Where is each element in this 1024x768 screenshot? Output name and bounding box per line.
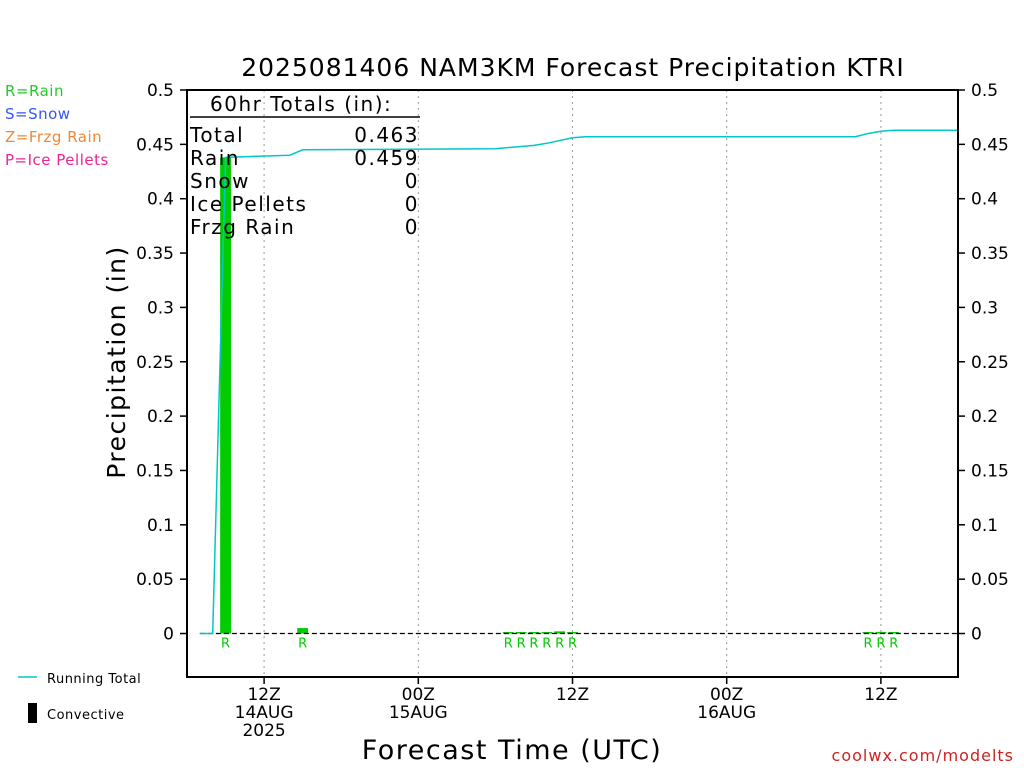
precip-type-label: R — [529, 637, 538, 652]
y-tick-label-right: 0.25 — [971, 353, 1009, 373]
x-tick-label: 16AUG — [697, 703, 756, 723]
precip-type-label: R — [889, 637, 898, 652]
y-tick-label-right: 0.35 — [971, 244, 1009, 264]
totals-row-value: 0 — [405, 215, 419, 239]
convective-legend-label: Convective — [47, 708, 125, 723]
totals-heading: 60hr Totals (in): — [210, 92, 392, 116]
y-tick-label-right: 0.1 — [971, 516, 998, 536]
precip-type-legend-item: S=Snow — [5, 105, 71, 123]
totals-row-label: Ice Pellets — [190, 192, 307, 216]
totals-row-value: 0 — [405, 192, 419, 216]
chart-legend: Running Total Convective — [18, 672, 141, 723]
y-tick-label-right: 0.05 — [971, 570, 1009, 590]
precip-type-label: R — [555, 637, 564, 652]
y-tick-label-left: 0.2 — [147, 407, 174, 427]
chart-title: 2025081406 NAM3KM Forecast Precipitation… — [241, 53, 905, 82]
precip-type-label: R — [298, 637, 307, 652]
y-tick-label-right: 0.5 — [971, 81, 998, 101]
totals-row-value: 0 — [405, 169, 419, 193]
y-tick-label-left: 0.15 — [136, 461, 174, 481]
x-tick-label: 2025 — [242, 721, 285, 741]
x-axis-label: Forecast Time (UTC) — [362, 735, 663, 766]
y-tick-label-right: 0.4 — [971, 190, 998, 210]
y-tick-label-right: 0 — [971, 625, 982, 645]
y-tick-label-left: 0.35 — [136, 244, 174, 264]
y-tick-label-right: 0.2 — [971, 407, 998, 427]
x-tick-label: 15AUG — [389, 703, 448, 723]
precip-bars — [220, 157, 900, 634]
y-axis-left: 0 0.05 0.1 0.15 0.2 0.25 0.3 0.35 0.4 0.45 0.5 — [136, 81, 187, 645]
precip-type-label: R — [504, 637, 513, 652]
totals-row-label: Rain — [190, 146, 240, 170]
y-tick-label-left: 0.3 — [147, 298, 174, 318]
running-total-line — [199, 129, 958, 635]
x-tick-label: 12Z — [247, 685, 280, 705]
precip-bar-hour-9 — [220, 157, 231, 634]
y-tick-label-left: 0.1 — [147, 516, 174, 536]
precip-bar-hour-59 — [862, 632, 874, 634]
totals-row-label: Total — [189, 123, 244, 147]
precip-type-legend: R=Rain S=Snow Z=Frzg Rain P=Ice Pellets — [5, 82, 109, 169]
precip-type-label: R — [221, 637, 230, 652]
x-tick-label: 12Z — [864, 685, 897, 705]
totals-row-value: 0.459 — [354, 146, 419, 170]
precip-type-label: R — [864, 637, 873, 652]
totals-row-label: Snow — [190, 169, 250, 193]
precip-type-label: R — [568, 637, 577, 652]
precip-bar-hour-34 — [541, 632, 553, 634]
y-tick-label-left: 0.5 — [147, 81, 174, 101]
totals-row-label: Frzg Rain — [190, 215, 295, 239]
precip-type-legend-item: R=Rain — [5, 82, 64, 100]
y-tick-label-left: 0.05 — [136, 570, 174, 590]
precip-bar-hour-32 — [515, 632, 527, 634]
precip-bar-hour-33 — [528, 632, 540, 634]
precip-bar-hour-61 — [888, 632, 900, 634]
y-tick-label-right: 0.45 — [971, 135, 1009, 155]
precip-bar-hour-15 — [297, 628, 309, 634]
precip-type-legend-item: P=Ice Pellets — [5, 151, 109, 169]
precip-bar-hour-60 — [875, 631, 887, 634]
y-axis-label: Precipitation (in) — [102, 245, 131, 479]
running-total-legend-label: Running Total — [47, 672, 141, 687]
plot-frame — [186, 89, 959, 678]
precip-type-label: R — [517, 637, 526, 652]
x-tick-label: 00Z — [402, 685, 435, 705]
y-tick-label-left: 0 — [163, 625, 174, 645]
y-tick-label-left: 0.25 — [136, 353, 174, 373]
x-tick-label: 00Z — [710, 685, 743, 705]
grid-lines — [263, 90, 882, 677]
precip-type-label: R — [542, 637, 551, 652]
precip-type-legend-item: Z=Frzg Rain — [5, 128, 102, 146]
precip-bar-hour-31 — [502, 632, 514, 634]
precip-bar-hour-35 — [554, 631, 566, 634]
y-tick-label-left: 0.45 — [136, 135, 174, 155]
y-tick-label-right: 0.3 — [971, 298, 998, 318]
totals-box: 60hr Totals (in): Total 0.463 Rain 0.459 Sno… — [189, 92, 420, 239]
y-axis-right: 0 0.05 0.1 0.15 0.2 0.25 0.3 0.35 0.4 0.45 0.5 — [958, 81, 1009, 645]
precip-type-label: R — [876, 637, 885, 652]
convective-legend-swatch — [28, 703, 37, 723]
y-tick-label-left: 0.4 — [147, 190, 174, 210]
precip-bar-hour-36 — [567, 632, 578, 634]
x-tick-label: 12Z — [556, 685, 589, 705]
y-tick-label-right: 0.15 — [971, 461, 1009, 481]
totals-row-value: 0.463 — [354, 123, 419, 147]
x-tick-label: 14AUG — [235, 703, 294, 723]
credit-text: coolwx.com/modelts — [832, 746, 1014, 765]
